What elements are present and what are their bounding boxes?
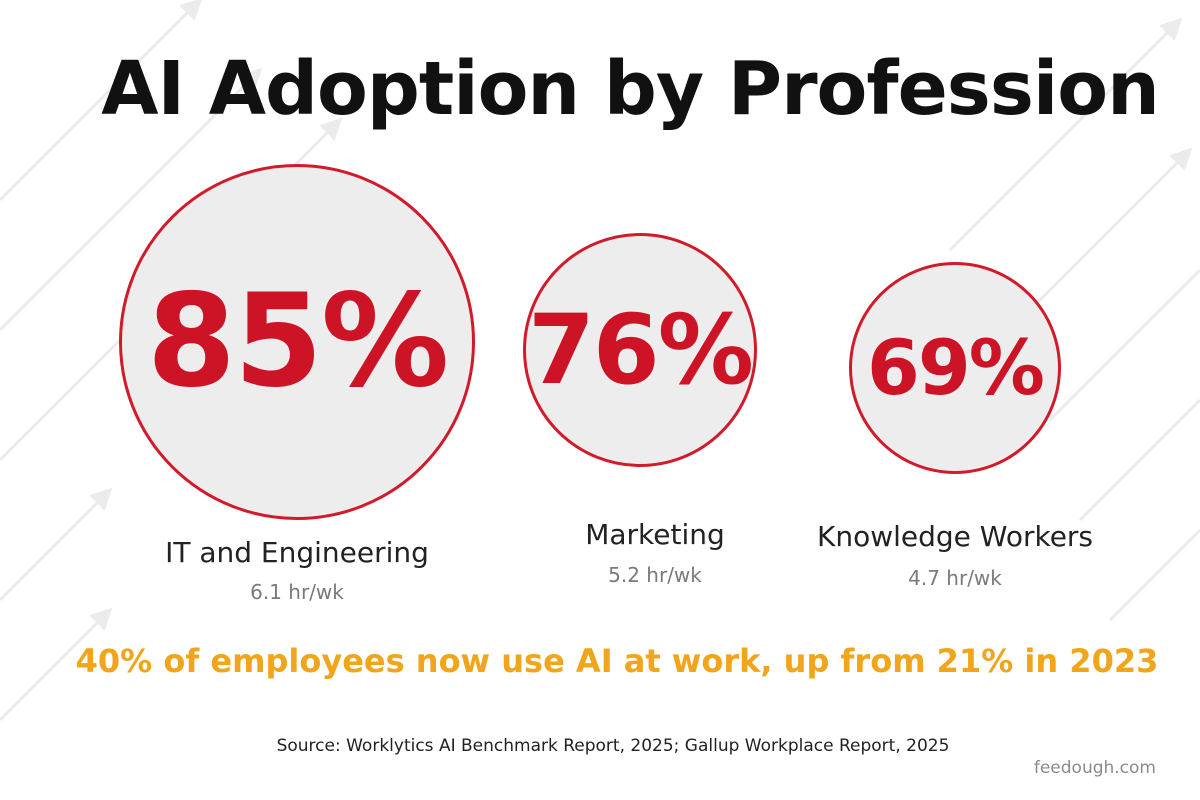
site-credit: feedough.com [1033,758,1156,778]
hours-per-week-label: 6.1 hr/wk [250,580,344,604]
category-label: Marketing [585,518,725,551]
category-label: Knowledge Workers [816,520,1094,553]
value-label: 85% [146,267,449,416]
category-label: IT and Engineering [165,536,429,569]
bubble-1: 85% [119,164,475,520]
hours-per-week-label: 4.7 hr/wk [908,566,1002,590]
bubble-2: 76% [523,233,757,467]
value-label: 69% [867,323,1045,412]
hours-per-week-label: 5.2 hr/wk [608,563,702,587]
bubble-3: 69% [849,262,1061,474]
chart-title: AI Adoption by Profession [101,46,1160,132]
value-label: 76% [528,294,754,406]
headline-stat: 40% of employees now use AI at work, up … [75,642,1159,680]
source-citation: Source: Worklytics AI Benchmark Report, … [276,736,950,756]
